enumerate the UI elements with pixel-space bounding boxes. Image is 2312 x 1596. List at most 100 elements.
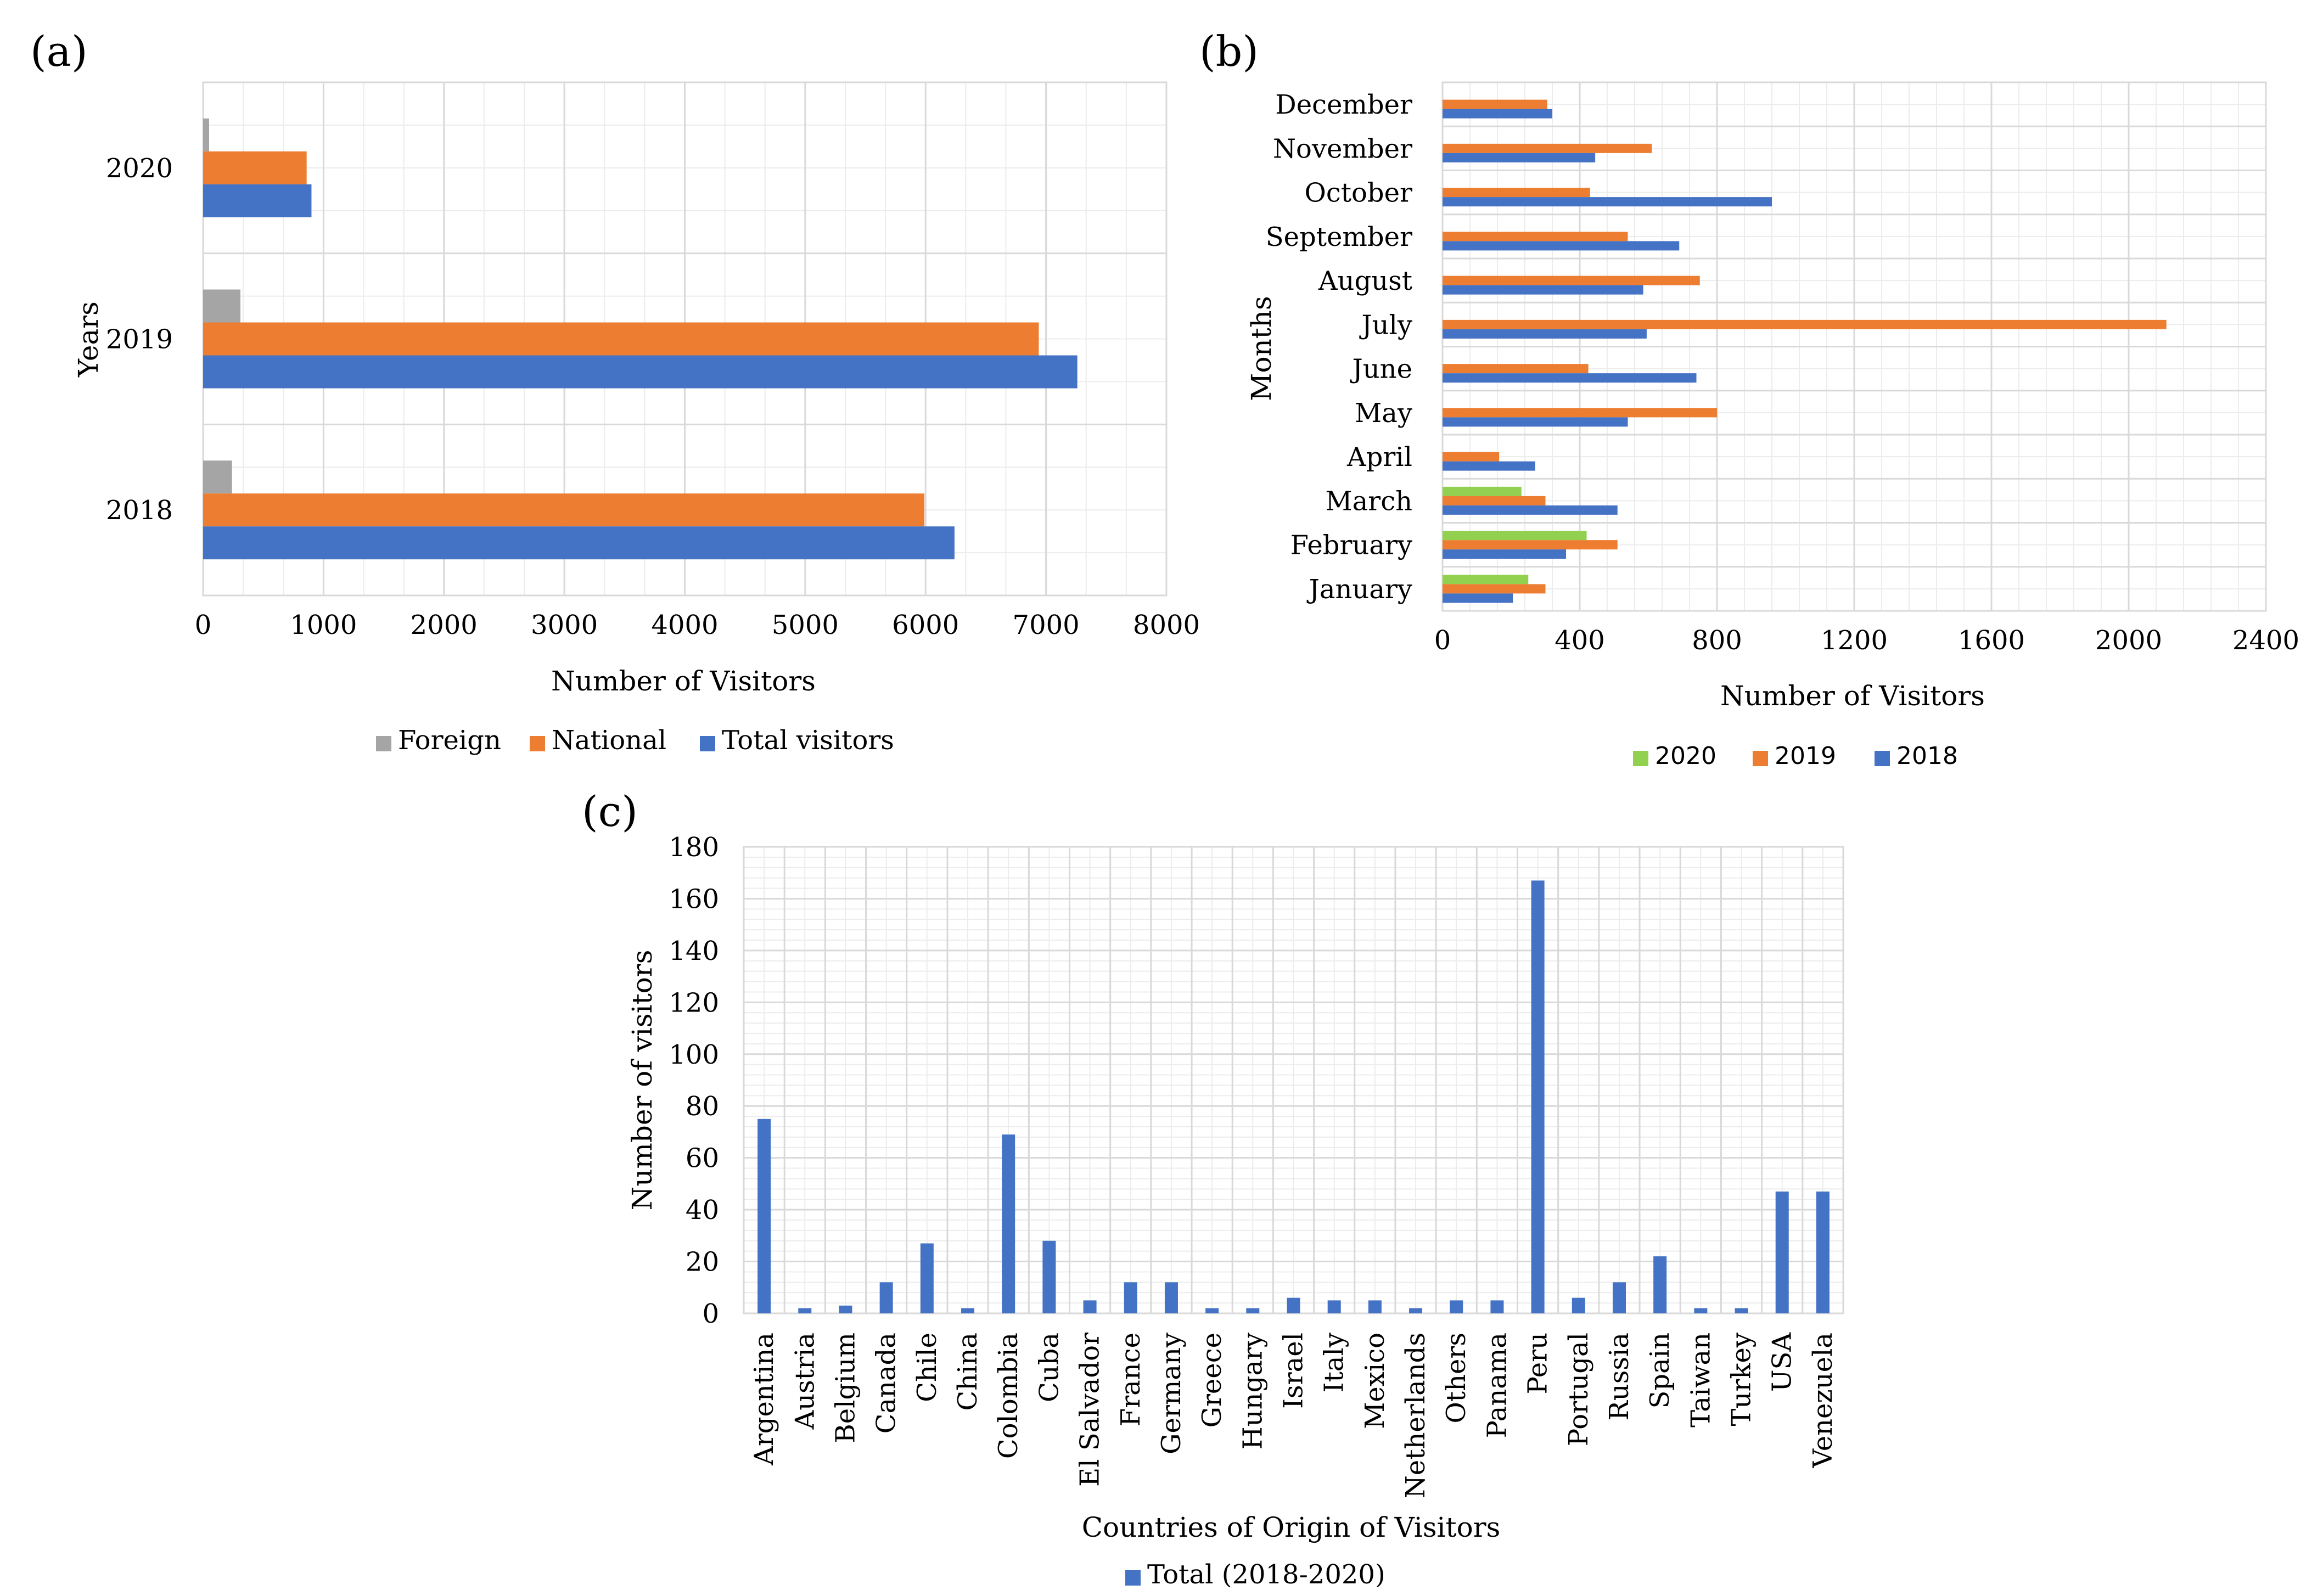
c-bar-portugal bbox=[1572, 1297, 1585, 1313]
b-bar-2019-october bbox=[1443, 188, 1590, 198]
b-category-label: April bbox=[1346, 442, 1412, 473]
c-bar-austria bbox=[798, 1308, 812, 1313]
a-bar-foreign-2019 bbox=[203, 289, 241, 323]
c-category-label: Russia bbox=[1604, 1333, 1635, 1420]
b-legend-swatch-2019 bbox=[1753, 751, 1768, 766]
a-bar-national-2019 bbox=[203, 322, 1039, 356]
b-legend-label-2018: 2018 bbox=[1896, 742, 1958, 770]
b-category-label: November bbox=[1273, 133, 1412, 164]
c-category-label: Colombia bbox=[993, 1333, 1024, 1459]
c-category-label: Austria bbox=[789, 1333, 820, 1430]
c-y-tick-label: 180 bbox=[669, 832, 719, 863]
c-y-tick-label: 140 bbox=[669, 936, 719, 966]
b-plot-border bbox=[1441, 81, 2267, 612]
b-bar-2018-may bbox=[1443, 417, 1628, 427]
panel-b-bars bbox=[1443, 99, 2167, 603]
a-x-tick-label: 4000 bbox=[651, 610, 718, 640]
a-legend-label-foreign: Foreign bbox=[398, 725, 501, 756]
c-bar-spain bbox=[1653, 1256, 1667, 1313]
c-y-tick-label: 160 bbox=[669, 884, 719, 914]
a-category-label: 2018 bbox=[106, 495, 173, 526]
panel-c: (c) 0 20 40 60 80 100 120 140 160 180 Argentina Au… bbox=[582, 787, 1844, 1590]
panel-a-legend: Foreign National Total visitors bbox=[376, 725, 894, 756]
panel-c-x-categories: Argentina Austria Belgium Canada Chile China C… bbox=[749, 1332, 1838, 1499]
b-bar-2018-october bbox=[1443, 197, 1772, 207]
c-y-tick-label: 60 bbox=[686, 1143, 719, 1174]
a-category-label: 2020 bbox=[106, 153, 173, 184]
c-category-label: Others bbox=[1441, 1333, 1472, 1424]
c-bar-mexico bbox=[1368, 1300, 1382, 1313]
c-category-label: Greece bbox=[1197, 1333, 1227, 1428]
b-legend-label-2020: 2020 bbox=[1655, 742, 1716, 770]
panel-label-c: (c) bbox=[582, 787, 638, 836]
b-x-tick-label: 800 bbox=[1692, 625, 1742, 656]
b-x-tick-label: 400 bbox=[1555, 625, 1605, 656]
b-category-label: October bbox=[1305, 178, 1413, 209]
a-x-tick-label: 6000 bbox=[892, 610, 959, 640]
panel-a-x-axis-title: Number of Visitors bbox=[551, 665, 816, 697]
b-category-label: March bbox=[1325, 486, 1412, 516]
b-bar-2019-march bbox=[1443, 496, 1546, 505]
b-bar-2019-june bbox=[1443, 364, 1589, 374]
c-bar-panama bbox=[1490, 1300, 1504, 1313]
panel-b: (b) 0 400 800 1200 1600 2000 2400 January Febru… bbox=[1199, 27, 2299, 770]
b-x-tick-label: 0 bbox=[1434, 625, 1451, 656]
c-bar-turkey bbox=[1735, 1308, 1748, 1313]
a-legend-swatch-total-visitors bbox=[700, 736, 715, 751]
c-category-label: Canada bbox=[871, 1333, 902, 1434]
b-bar-2019-july bbox=[1443, 319, 2167, 329]
c-bar-taiwan bbox=[1694, 1308, 1708, 1313]
c-category-label: Italy bbox=[1319, 1333, 1350, 1392]
c-bar-cuba bbox=[1042, 1240, 1056, 1313]
b-category-label: December bbox=[1275, 89, 1412, 120]
c-bar-venezuela bbox=[1816, 1192, 1830, 1313]
b-bar-2020-january bbox=[1443, 575, 1529, 585]
panel-c-bars bbox=[757, 880, 1830, 1313]
b-category-label: February bbox=[1290, 530, 1412, 561]
a-legend-swatch-foreign bbox=[376, 736, 391, 751]
a-legend-swatch-national bbox=[530, 736, 545, 751]
c-category-label: USA bbox=[1767, 1332, 1798, 1392]
c-bar-germany bbox=[1164, 1282, 1178, 1313]
b-bar-2019-november bbox=[1443, 143, 1652, 153]
c-y-tick-label: 0 bbox=[702, 1299, 719, 1329]
b-x-tick-label: 1600 bbox=[1958, 625, 2025, 656]
c-bar-italy bbox=[1327, 1300, 1341, 1313]
c-bar-russia bbox=[1612, 1282, 1626, 1313]
c-bar-colombia bbox=[1002, 1134, 1015, 1313]
a-x-tick-label: 2000 bbox=[411, 610, 478, 640]
a-bar-total-visitors-2020 bbox=[203, 184, 312, 217]
panel-c-grid bbox=[743, 846, 1844, 1314]
panel-c-legend: Total (2018-2020) bbox=[1125, 1559, 1385, 1590]
b-x-tick-label: 2000 bbox=[2095, 625, 2162, 656]
b-bar-2018-february bbox=[1443, 549, 1566, 559]
a-x-tick-label: 5000 bbox=[772, 610, 839, 640]
a-x-tick-label: 3000 bbox=[531, 610, 598, 640]
c-category-label: Argentina bbox=[749, 1333, 779, 1466]
b-bar-2019-december bbox=[1443, 99, 1547, 109]
c-category-label: Netherlands bbox=[1400, 1333, 1431, 1498]
b-x-tick-label: 2400 bbox=[2232, 625, 2299, 656]
b-bar-2018-july bbox=[1443, 329, 1647, 339]
b-bar-2018-november bbox=[1443, 153, 1596, 162]
panel-a-bars bbox=[203, 118, 1078, 560]
c-category-label: Spain bbox=[1645, 1333, 1675, 1409]
c-category-label: Portugal bbox=[1563, 1333, 1594, 1446]
c-bar-el-salvador bbox=[1083, 1300, 1097, 1313]
panel-a: (a) 0 1000 2000 3000 4000 5000 6000 7000 8000 20… bbox=[30, 27, 1200, 756]
b-bar-2018-september bbox=[1443, 241, 1680, 251]
panel-b-y-axis-title: Months bbox=[1245, 296, 1277, 401]
c-bar-argentina bbox=[757, 1119, 771, 1313]
b-bar-2019-september bbox=[1443, 232, 1628, 241]
b-category-label: August bbox=[1318, 266, 1412, 296]
c-category-label: Turkey bbox=[1726, 1333, 1757, 1426]
c-category-label: Mexico bbox=[1360, 1333, 1390, 1429]
b-bar-2019-may bbox=[1443, 408, 1717, 418]
b-x-tick-label: 1200 bbox=[1821, 625, 1888, 656]
a-x-tick-label: 8000 bbox=[1133, 610, 1200, 640]
c-bar-hungary bbox=[1246, 1308, 1260, 1313]
c-category-label: France bbox=[1115, 1333, 1146, 1426]
c-bar-france bbox=[1124, 1282, 1137, 1313]
a-x-tick-label: 1000 bbox=[290, 610, 357, 640]
